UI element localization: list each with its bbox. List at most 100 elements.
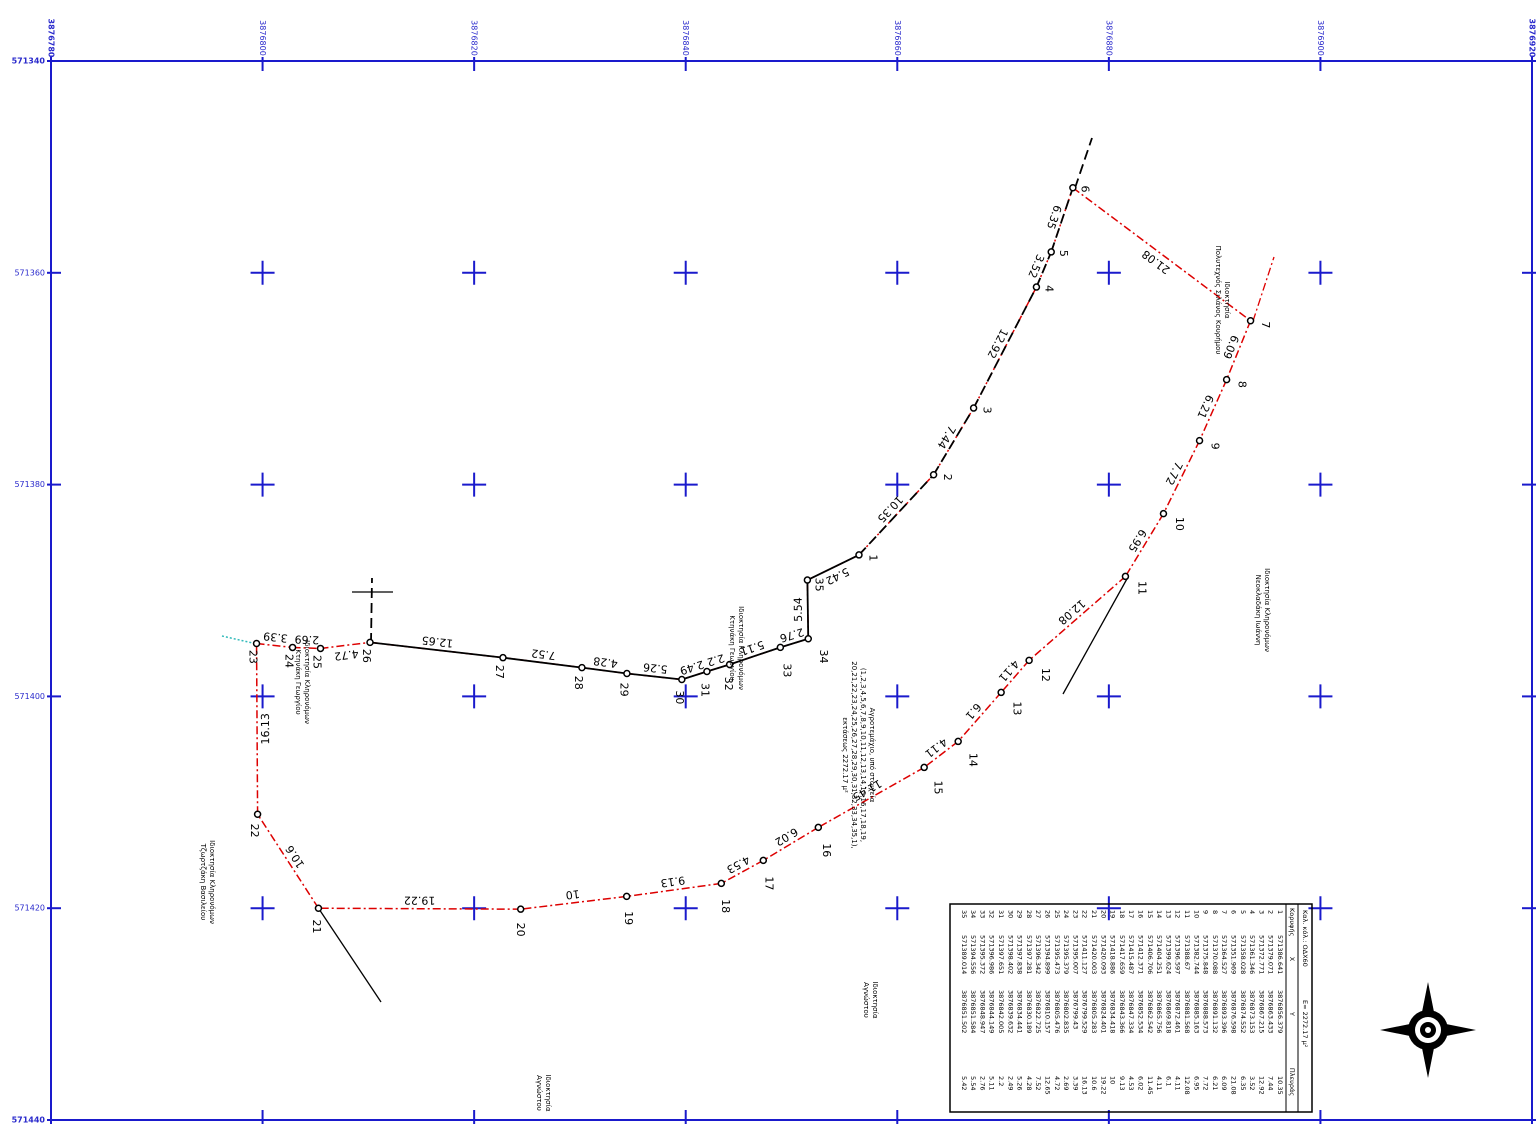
owner-label: Αγροτεμάχιο, υπό στοιχεία	[868, 708, 876, 803]
table-cell: 3876822.725	[1034, 990, 1042, 1033]
table-cell: 3876869.818	[1164, 990, 1172, 1033]
table-cell: 27	[1034, 910, 1042, 918]
vertex	[1047, 248, 1055, 256]
vertex	[578, 663, 586, 672]
vertex-label: 14	[967, 753, 980, 767]
table-cell: 3876834.418	[1109, 990, 1117, 1033]
vertex	[1246, 316, 1255, 325]
table-cell: 5.42	[960, 1076, 968, 1090]
owner-label: 20,21,22,23,24,25,26,27,28,29,30,31,32,3…	[850, 661, 858, 849]
vertex	[814, 823, 823, 832]
table-header: Κορυφής	[1288, 908, 1296, 937]
table-cell: 2.49	[1006, 1076, 1014, 1090]
grid-cross	[1096, 472, 1121, 497]
edge-length: 2.69	[294, 633, 319, 647]
table-cell: 20	[1099, 910, 1107, 918]
vertex	[1159, 509, 1168, 518]
edge-length: 4.11	[922, 735, 949, 760]
table-cell: 3876799.529	[1081, 990, 1089, 1033]
owner-label: Ιδιοκτησία Κληρονόμων	[737, 606, 745, 690]
table-cell: 571351.969	[1230, 935, 1238, 974]
table-cell: 6.95	[1192, 1076, 1200, 1090]
table-cell: 12.65	[1044, 1076, 1052, 1095]
boundary-edge-overlay	[369, 641, 504, 659]
grid-cross	[1096, 896, 1121, 921]
table-cell: 3876867.215	[1257, 990, 1265, 1033]
northing-label: 571380	[14, 480, 45, 489]
vertex-label: 10	[1173, 517, 1186, 531]
table-cell: 571418.886	[1109, 935, 1117, 974]
table-cell: 571361.346	[1248, 935, 1256, 974]
boundary-edge	[957, 691, 1002, 742]
table-cell: 30	[1006, 910, 1014, 918]
table-cell: 5.54	[969, 1076, 977, 1090]
owner-label: (1,2,3,4,5,6,7,8,9,10,11,12,13,14,15,16,…	[859, 668, 867, 842]
table-cell: 571397.651	[997, 935, 1005, 974]
table-cell: 5	[1239, 910, 1247, 914]
vertex-label: 32	[722, 677, 735, 691]
boundary-edge	[255, 643, 259, 815]
vertex	[622, 892, 631, 901]
grid-cross	[673, 896, 698, 921]
vertex-label: 7	[1259, 321, 1272, 328]
vertex	[1195, 436, 1204, 445]
table-cell: 4.53	[1127, 1076, 1135, 1090]
vertex-label: 1	[867, 554, 880, 561]
vertex-label: 29	[617, 683, 630, 697]
table-cell: 3876799.43	[1071, 990, 1079, 1029]
edge-length: 9.13	[660, 873, 686, 889]
table-cell: 571397.281	[1025, 935, 1033, 974]
vertex	[314, 904, 323, 912]
table-cell: 3876888.573	[1202, 990, 1210, 1033]
grid-cross	[462, 684, 487, 709]
boundary-edge	[292, 646, 321, 650]
table-cell: 3876874.552	[1239, 990, 1247, 1033]
vertex	[855, 551, 863, 559]
table-cell: 3876856.379	[1276, 990, 1284, 1033]
edge-length: 6.09	[1220, 333, 1241, 361]
table-cell: 571412.371	[1137, 935, 1145, 974]
table-cell: 3876862.542	[1146, 990, 1154, 1033]
vertex	[499, 653, 507, 662]
table-cell: 14	[1155, 910, 1163, 918]
table-cell: 6.02	[1137, 1076, 1145, 1090]
table-cell: 571417.659	[1118, 935, 1126, 974]
vertex-label: 3	[980, 407, 993, 414]
edge-length: 19.22	[404, 894, 436, 907]
edge-length: 6.1	[963, 700, 984, 722]
vertex-label: 28	[572, 676, 585, 690]
grid-cross	[1308, 472, 1333, 497]
edge-length: 6.02	[773, 825, 801, 849]
table-cell: 4.11	[1174, 1076, 1182, 1090]
table-frame	[949, 903, 1313, 1113]
vertex	[997, 688, 1005, 697]
vertex-label: 8	[1235, 381, 1248, 388]
boundary-edge	[1000, 659, 1030, 693]
easting-label: 3876840	[681, 20, 690, 56]
vertex-label: 35	[813, 578, 826, 592]
table-cell: 17	[1127, 910, 1135, 918]
vertex-label: 22	[248, 824, 261, 838]
table-cell: 10	[1192, 910, 1200, 918]
table-cell: 10	[1109, 1076, 1117, 1084]
neighbor-line	[1062, 576, 1129, 695]
northing-label: 571340	[12, 57, 46, 66]
vertex	[703, 667, 711, 676]
vertex-label: 34	[817, 650, 830, 664]
grid-cross	[885, 896, 910, 921]
table-cell: 2.69	[1062, 1076, 1070, 1090]
boundary-edge	[1225, 320, 1252, 380]
table-cell: 571379.071	[1267, 935, 1275, 974]
northing-label: 571360	[14, 268, 45, 277]
vertex	[969, 404, 978, 412]
table-cell: 571372.771	[1257, 935, 1265, 974]
vertex-label: 9	[1209, 443, 1222, 450]
grid-cross	[1308, 260, 1333, 285]
owner-label: Κτηνάκη Γεωργίου	[294, 649, 302, 714]
table-cell: 3876863.433	[1267, 990, 1275, 1033]
table-cell: 571396.342	[1034, 935, 1042, 974]
owner-label: Ιδιοκτησία	[544, 1074, 552, 1112]
grid-cross	[462, 472, 487, 497]
northing-label: 571440	[12, 1116, 46, 1125]
grid-cross	[885, 472, 910, 497]
